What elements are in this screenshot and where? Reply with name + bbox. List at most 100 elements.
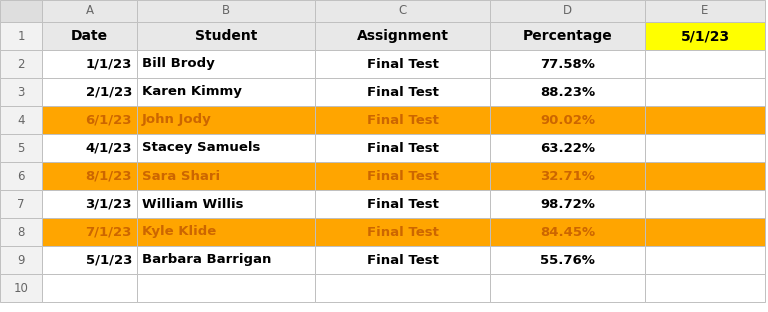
Text: 1/1/23: 1/1/23 [85, 57, 132, 71]
Text: 5/1/23: 5/1/23 [680, 29, 730, 43]
Text: Final Test: Final Test [366, 226, 439, 238]
Bar [42, 50, 137, 78]
Bar [137, 78, 315, 106]
Text: Final Test: Final Test [366, 57, 439, 71]
Text: Karen Kimmy: Karen Kimmy [142, 85, 242, 99]
Text: Date: Date [71, 29, 108, 43]
Bar [137, 162, 315, 190]
Text: 3: 3 [18, 85, 25, 99]
Text: 6: 6 [17, 169, 25, 183]
Bar [0, 50, 42, 78]
Bar [645, 0, 765, 22]
Bar [0, 0, 42, 22]
Text: 6/1/23: 6/1/23 [85, 114, 132, 126]
Bar [42, 190, 137, 218]
Text: Final Test: Final Test [366, 142, 439, 154]
Bar [315, 0, 490, 22]
Bar [645, 190, 765, 218]
Text: 4/1/23: 4/1/23 [85, 142, 132, 154]
Text: E: E [701, 4, 709, 17]
Bar [0, 78, 42, 106]
Bar [645, 78, 765, 106]
Bar [645, 162, 765, 190]
Text: Final Test: Final Test [366, 169, 439, 183]
Text: Percentage: Percentage [523, 29, 612, 43]
Bar [42, 106, 137, 134]
Bar [645, 50, 765, 78]
Bar [645, 22, 765, 50]
Bar [0, 274, 42, 302]
Text: Bill Brody: Bill Brody [142, 57, 215, 71]
Bar [42, 78, 137, 106]
Bar [42, 134, 137, 162]
Text: 84.45%: 84.45% [540, 226, 595, 238]
Bar [137, 190, 315, 218]
Bar [490, 50, 645, 78]
Text: 63.22%: 63.22% [540, 142, 595, 154]
Text: Final Test: Final Test [366, 197, 439, 211]
Bar [42, 246, 137, 274]
Text: 88.23%: 88.23% [540, 85, 595, 99]
Text: Kyle Klide: Kyle Klide [142, 226, 217, 238]
Bar [137, 106, 315, 134]
Text: 90.02%: 90.02% [540, 114, 595, 126]
Bar [645, 218, 765, 246]
Bar [0, 22, 42, 50]
Text: 4: 4 [17, 114, 25, 126]
Bar [490, 274, 645, 302]
Text: 98.72%: 98.72% [540, 197, 595, 211]
Bar [315, 190, 490, 218]
Bar [490, 78, 645, 106]
Bar [315, 162, 490, 190]
Text: 10: 10 [14, 281, 28, 295]
Bar [0, 106, 42, 134]
Bar [315, 134, 490, 162]
Bar [0, 218, 42, 246]
Bar [137, 22, 315, 50]
Text: Sara Shari: Sara Shari [142, 169, 220, 183]
Text: A: A [85, 4, 94, 17]
Text: 32.71%: 32.71% [540, 169, 595, 183]
Bar [315, 246, 490, 274]
Bar [315, 22, 490, 50]
Bar [42, 22, 137, 50]
Bar [645, 246, 765, 274]
Text: 7/1/23: 7/1/23 [85, 226, 132, 238]
Text: 5/1/23: 5/1/23 [85, 253, 132, 266]
Bar [0, 162, 42, 190]
Bar [137, 246, 315, 274]
Text: B: B [222, 4, 230, 17]
Bar [42, 274, 137, 302]
Bar [490, 134, 645, 162]
Text: 1: 1 [17, 30, 25, 42]
Bar [137, 50, 315, 78]
Bar [490, 162, 645, 190]
Text: C: C [399, 4, 406, 17]
Bar [490, 22, 645, 50]
Text: 9: 9 [17, 253, 25, 266]
Bar [645, 134, 765, 162]
Bar [137, 0, 315, 22]
Bar [490, 218, 645, 246]
Bar [42, 218, 137, 246]
Bar [0, 246, 42, 274]
Bar [315, 218, 490, 246]
Text: 8/1/23: 8/1/23 [85, 169, 132, 183]
Bar [490, 0, 645, 22]
Text: John Jody: John Jody [142, 114, 212, 126]
Text: 8: 8 [18, 226, 25, 238]
Text: Final Test: Final Test [366, 85, 439, 99]
Bar [490, 106, 645, 134]
Bar [315, 106, 490, 134]
Bar [315, 274, 490, 302]
Text: 3/1/23: 3/1/23 [85, 197, 132, 211]
Bar [137, 134, 315, 162]
Text: 55.76%: 55.76% [540, 253, 595, 266]
Text: Assignment: Assignment [356, 29, 449, 43]
Text: D: D [563, 4, 572, 17]
Text: 2/1/23: 2/1/23 [85, 85, 132, 99]
Bar [315, 78, 490, 106]
Text: 77.58%: 77.58% [540, 57, 595, 71]
Bar [0, 190, 42, 218]
Text: 2: 2 [17, 57, 25, 71]
